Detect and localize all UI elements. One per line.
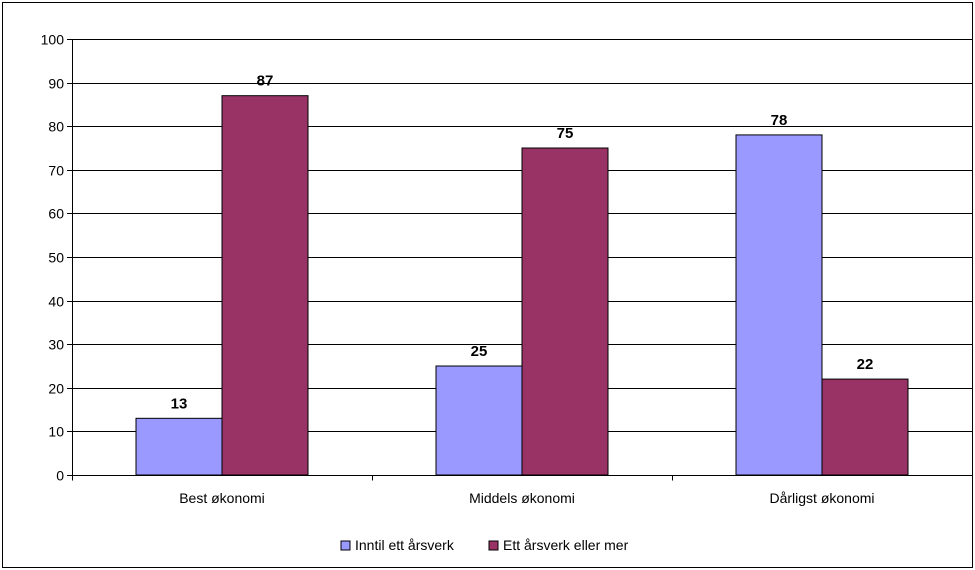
y-tick-label: 70 — [48, 163, 64, 179]
y-tick-label: 40 — [48, 294, 64, 310]
bar — [521, 147, 609, 476]
y-tick-label: 30 — [48, 337, 64, 353]
bar — [435, 365, 523, 476]
data-label: 87 — [257, 73, 274, 90]
y-tick-label: 0 — [56, 468, 64, 484]
y-tick-label: 90 — [48, 76, 64, 92]
bar — [135, 417, 223, 476]
y-tick-label: 20 — [48, 381, 64, 397]
legend-label: Ett årsverk eller mer — [503, 537, 629, 553]
data-labels: 13 87 25 75 78 22 — [171, 73, 874, 413]
data-label: 75 — [557, 125, 574, 142]
legend: Inntil ett årsverk Ett årsverk eller mer — [340, 537, 629, 553]
legend-label: Inntil ett årsverk — [355, 537, 455, 553]
bar — [221, 95, 309, 476]
legend-swatch — [488, 540, 499, 551]
x-tick-label: Best økonomi — [179, 490, 265, 506]
bars — [135, 95, 909, 476]
bar — [821, 378, 909, 476]
data-label: 22 — [857, 356, 874, 373]
y-tick-label: 80 — [48, 119, 64, 135]
data-label: 13 — [171, 395, 188, 412]
y-tick-label: 50 — [48, 250, 64, 266]
y-tick-label: 10 — [48, 424, 64, 440]
data-label: 78 — [771, 112, 788, 129]
y-axis: 0 10 20 30 40 50 60 70 80 90 100 — [41, 32, 73, 484]
legend-swatch — [340, 540, 351, 551]
x-tick-label: Middels økonomi — [469, 490, 575, 506]
y-tick-label: 100 — [41, 32, 65, 48]
bar — [735, 134, 823, 476]
y-tick-label: 60 — [48, 206, 64, 222]
x-tick-label: Dårligst økonomi — [769, 490, 874, 506]
data-label: 25 — [471, 343, 488, 360]
